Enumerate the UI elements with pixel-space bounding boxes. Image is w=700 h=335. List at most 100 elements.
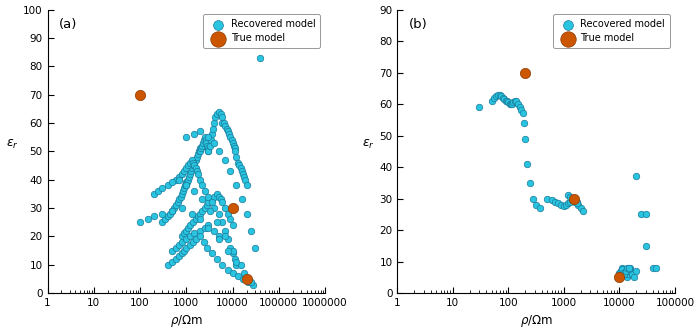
Recovered model: [174, 242, 185, 248]
Recovered model: [213, 237, 224, 242]
Recovered model: [238, 276, 249, 281]
Recovered model: [183, 177, 194, 182]
Recovered model: [221, 126, 232, 131]
Recovered model: [620, 271, 631, 277]
Y-axis label: $\varepsilon_r$: $\varepsilon_r$: [6, 138, 18, 151]
Recovered model: [153, 188, 164, 194]
Recovered model: [217, 200, 228, 205]
Recovered model: [190, 237, 202, 242]
Recovered model: [189, 160, 200, 165]
Recovered model: [178, 186, 190, 191]
Recovered model: [616, 265, 627, 270]
Recovered model: [571, 199, 582, 204]
Recovered model: [231, 154, 242, 160]
Recovered model: [248, 282, 259, 287]
Recovered model: [184, 242, 195, 248]
Recovered model: [568, 197, 579, 203]
Recovered model: [193, 151, 204, 157]
Recovered model: [623, 271, 634, 277]
Recovered model: [213, 109, 224, 114]
Recovered model: [507, 100, 518, 105]
Recovered model: [178, 248, 190, 253]
Recovered model: [203, 149, 214, 154]
Recovered model: [197, 140, 209, 145]
Recovered model: [239, 270, 250, 276]
Recovered model: [197, 208, 208, 213]
Recovered model: [246, 279, 257, 284]
Recovered model: [224, 132, 235, 137]
Recovered model: [223, 211, 234, 216]
Recovered model: [206, 200, 217, 205]
Recovered model: [195, 228, 206, 233]
Recovered model: [619, 270, 630, 275]
Recovered model: [181, 237, 192, 242]
Recovered model: [200, 137, 211, 143]
Recovered model: [553, 201, 564, 206]
Recovered model: [148, 214, 160, 219]
Recovered model: [184, 222, 195, 228]
Recovered model: [167, 180, 178, 185]
Recovered model: [235, 262, 246, 267]
Recovered model: [227, 248, 238, 253]
Recovered model: [211, 191, 222, 197]
Recovered model: [561, 202, 572, 207]
Recovered model: [134, 219, 146, 225]
Recovered model: [186, 157, 197, 162]
Recovered model: [620, 268, 631, 274]
Recovered model: [178, 231, 190, 236]
Recovered model: [211, 256, 222, 262]
Recovered model: [223, 237, 234, 242]
Recovered model: [496, 93, 507, 99]
Recovered model: [621, 273, 632, 278]
Recovered model: [517, 111, 528, 116]
Recovered model: [184, 160, 195, 165]
Recovered model: [183, 163, 194, 168]
Recovered model: [213, 233, 224, 239]
Recovered model: [500, 98, 512, 104]
Recovered model: [570, 196, 581, 201]
Recovered model: [223, 268, 234, 273]
Recovered model: [204, 208, 216, 213]
Recovered model: [486, 98, 497, 104]
Recovered model: [223, 129, 234, 134]
Recovered model: [220, 233, 231, 239]
Recovered model: [190, 165, 202, 171]
Recovered model: [522, 161, 533, 166]
True model: [227, 205, 238, 211]
Recovered model: [184, 233, 195, 239]
Recovered model: [498, 95, 509, 100]
Recovered model: [195, 149, 206, 154]
Recovered model: [489, 95, 500, 100]
Recovered model: [504, 102, 515, 107]
Recovered model: [181, 134, 192, 140]
Recovered model: [563, 193, 574, 198]
Recovered model: [231, 262, 242, 267]
Recovered model: [615, 268, 626, 274]
Recovered model: [566, 196, 578, 201]
Recovered model: [181, 228, 192, 233]
True model: [614, 275, 625, 280]
Recovered model: [565, 194, 576, 200]
Recovered model: [209, 194, 220, 199]
Recovered model: [174, 254, 185, 259]
Recovered model: [204, 143, 216, 148]
Recovered model: [622, 275, 633, 280]
Recovered model: [201, 140, 212, 145]
Recovered model: [195, 129, 206, 134]
Recovered model: [618, 271, 629, 277]
Recovered model: [181, 183, 192, 188]
Recovered model: [509, 98, 520, 104]
Recovered model: [559, 204, 570, 209]
Recovered model: [542, 196, 553, 201]
Recovered model: [195, 211, 206, 216]
Recovered model: [215, 197, 226, 202]
Recovered model: [189, 132, 200, 137]
Recovered model: [199, 225, 210, 230]
Recovered model: [235, 165, 246, 171]
Recovered model: [231, 183, 242, 188]
Recovered model: [499, 96, 510, 102]
Recovered model: [199, 188, 210, 194]
Recovered model: [176, 251, 188, 256]
Recovered model: [191, 169, 202, 174]
Recovered model: [195, 146, 206, 151]
